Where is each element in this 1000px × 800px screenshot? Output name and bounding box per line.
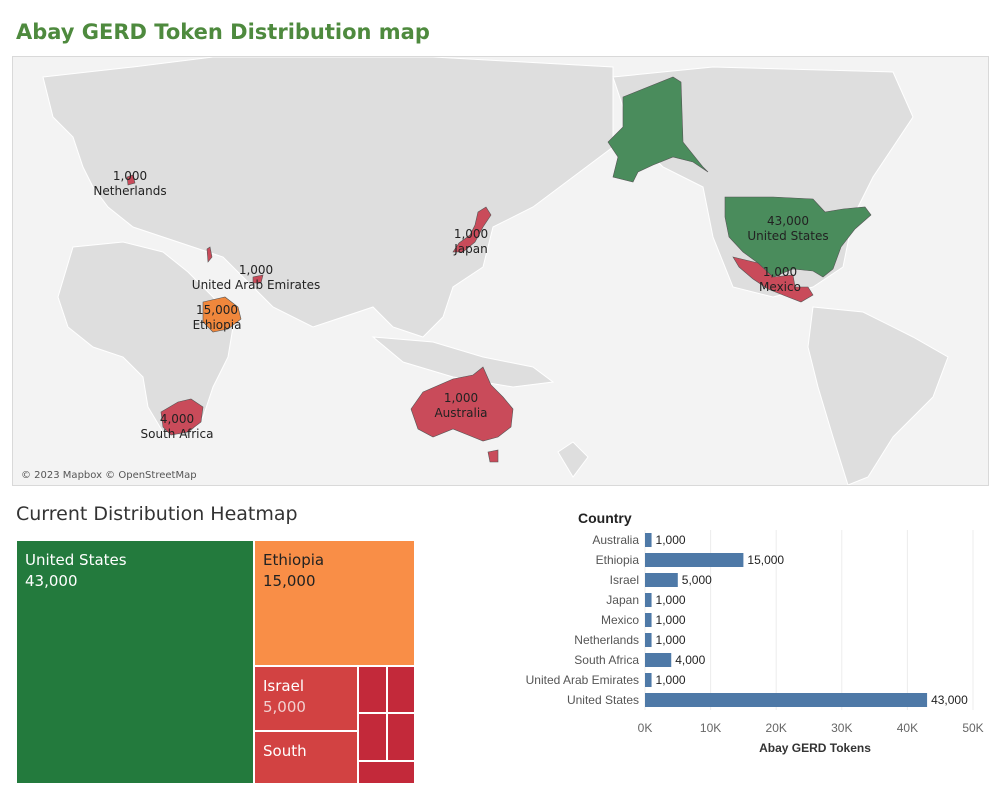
world-map[interactable]: 1,000 Netherlands 1,000 Japan 43,000 Uni… [12,56,989,486]
bar-value-label: 4,000 [675,653,705,667]
bar[interactable] [645,653,672,667]
y-category-label: Israel [610,573,639,587]
treemap-tile-south-africa[interactable]: South [254,731,358,784]
country-ethiopia [202,296,242,333]
country-mexico [732,256,814,303]
bar-value-label: 15,000 [747,553,784,567]
country-bar-chart[interactable]: Country Australia 1,000 Ethiopia 15,000 Isra… [510,505,990,785]
x-tick-label: 0K [638,721,653,735]
treemap-tile-name: South [263,742,307,760]
bar[interactable] [645,573,678,587]
country-us [724,196,872,278]
bar-value-label: 1,000 [656,593,686,607]
country-japan [452,206,492,253]
x-axis-label: Abay GERD Tokens [759,741,871,755]
bar[interactable] [645,673,652,687]
treemap-tile-ethiopia[interactable]: Ethiopia 15,000 [254,540,415,666]
x-tick-label: 50K [962,721,983,735]
bar-value-label: 1,000 [656,673,686,687]
map-label-value: 1,000 [443,391,479,405]
map-label-netherlands: 1,000 Netherlands [93,169,166,199]
treemap-tile-value: 15,000 [263,572,316,590]
y-category-label: United States [567,693,639,707]
map-label-value: 43,000 [766,214,809,228]
x-tick-label: 10K [700,721,721,735]
treemap-tile-israel[interactable]: Israel 5,000 [254,666,358,731]
land-south-america [807,306,949,485]
bar-chart-canvas[interactable]: Country Australia 1,000 Ethiopia 15,000 Isra… [510,505,990,785]
bar[interactable] [645,553,744,567]
y-category-label: Netherlands [574,633,639,647]
page-title: Abay GERD Token Distribution map [16,20,430,44]
y-category-label: South Africa [574,653,639,667]
treemap-tile-united-states[interactable]: United States 43,000 [16,540,254,784]
treemap-tile-small[interactable] [387,666,415,713]
land-africa [57,241,234,438]
country-us-alaska [607,76,709,183]
x-tick-label: 40K [897,721,918,735]
map-label-value: 1,000 [112,169,148,183]
country-australia-tasmania [487,449,499,463]
bar-value-label: 43,000 [931,693,968,707]
bar[interactable] [645,533,652,547]
land-se-asia [371,336,555,388]
x-tick-label: 30K [831,721,852,735]
treemap-tile-small[interactable] [358,713,387,761]
map-label-name: South Africa [140,427,214,441]
treemap-tile-small[interactable] [358,761,415,784]
treemap-tile-name: Israel [263,677,304,695]
map-label-name: Australia [434,406,488,420]
map-label-value: 4,000 [159,412,195,426]
treemap-tile-small[interactable] [387,713,415,761]
treemap-tile-small[interactable] [358,666,387,713]
bar-chart-header: Country [578,510,632,526]
map-label-name: Netherlands [93,184,167,198]
bar[interactable] [645,613,652,627]
treemap-tile-name: Ethiopia [263,551,325,569]
map-label-mexico: 1,000 Mexico [759,265,801,295]
map-label-australia: 1,000 Australia [434,391,487,421]
y-category-label: Ethiopia [596,553,640,567]
map-label-ethiopia: 15,000 Ethiopia [193,303,242,333]
bar[interactable] [645,633,652,647]
country-australia [410,366,514,442]
bar-value-label: 1,000 [656,533,686,547]
y-category-label: Japan [606,593,639,607]
map-attribution[interactable]: © 2023 Mapbox © OpenStreetMap [21,470,197,481]
map-label-japan: 1,000 Japan [454,227,488,257]
map-label-uae: 1,000 United Arab Emirates [192,263,320,293]
country-south-africa [160,398,204,436]
y-category-label: United Arab Emirates [526,673,639,687]
map-canvas[interactable] [13,57,988,485]
map-label-south-africa: 4,000 South Africa [141,412,214,442]
country-israel [206,246,213,263]
y-category-label: Australia [592,533,639,547]
map-label-name: United Arab Emirates [191,278,321,292]
distribution-treemap[interactable]: United States 43,000 Ethiopia 15,000 Isr… [16,540,415,784]
map-label-value: 15,000 [196,303,238,317]
map-label-name: Ethiopia [192,318,242,332]
bar-value-label: 5,000 [682,573,712,587]
land-eurasia [42,57,614,338]
map-label-name: Mexico [759,280,801,294]
bar-value-label: 1,000 [656,613,686,627]
map-label-value: 1,000 [762,265,798,279]
country-netherlands [126,174,136,186]
bar[interactable] [645,593,652,607]
y-category-label: Mexico [601,613,639,627]
country-uae [252,274,264,284]
land-new-zealand [557,441,589,478]
map-label-name: Japan [454,242,488,256]
treemap-tile-value: 5,000 [263,698,306,716]
treemap-tile-name: United States [25,551,127,569]
bar-value-label: 1,000 [656,633,686,647]
bar[interactable] [645,693,928,707]
heatmap-title: Current Distribution Heatmap [16,503,298,525]
map-label-value: 1,000 [453,227,489,241]
treemap-tile-value: 43,000 [25,572,78,590]
x-tick-label: 20K [766,721,787,735]
map-label-name: United States [747,229,829,243]
map-label-value: 1,000 [238,263,274,277]
map-label-united-states: 43,000 United States [747,214,828,244]
